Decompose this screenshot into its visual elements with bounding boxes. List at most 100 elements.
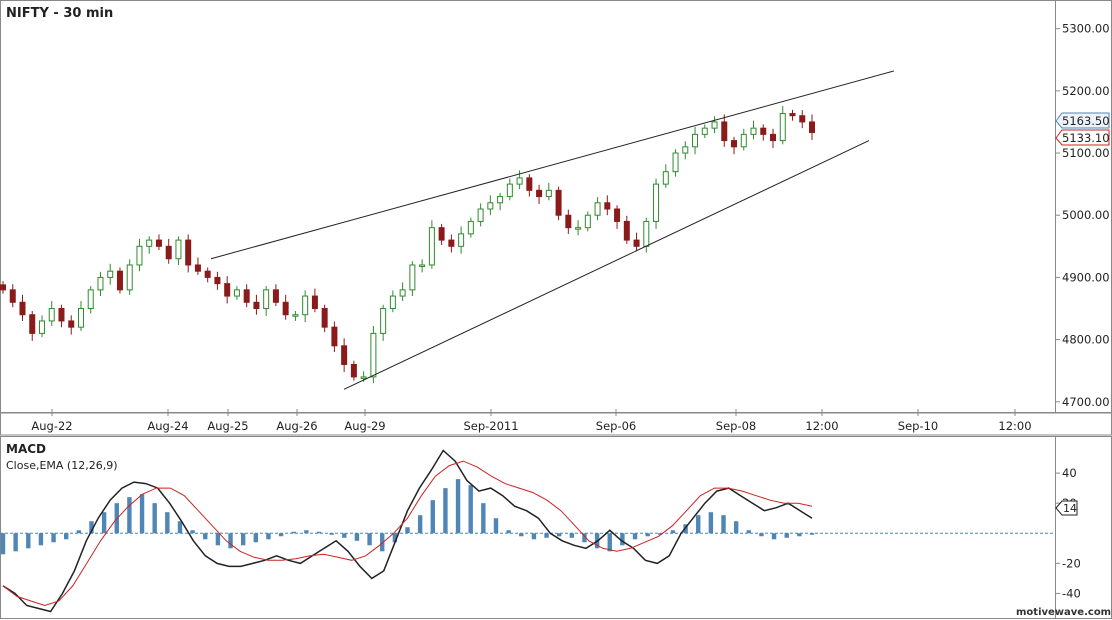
price-candle — [321, 304, 328, 333]
price-y-tick-label: 5200.00 — [1062, 84, 1110, 98]
macd-histogram-bar — [493, 518, 499, 534]
price-y-tick-label: 4700.00 — [1062, 395, 1110, 409]
price-candle — [692, 126, 699, 155]
macd-histogram-bar — [13, 533, 18, 552]
macd-histogram-bar — [101, 512, 107, 534]
macd-histogram-bar — [89, 521, 94, 534]
price-candle — [633, 232, 640, 252]
price-axis-frame — [1055, 0, 1112, 413]
time-x-tick-label: Sep-08 — [716, 419, 756, 433]
price-candles — [0, 106, 815, 384]
macd-plot-frame — [0, 436, 1056, 619]
price-candle — [214, 271, 221, 290]
price-candle — [809, 114, 815, 140]
price-candle — [419, 259, 426, 273]
price-candle — [653, 178, 660, 229]
price-candle — [224, 276, 231, 304]
price-candle — [789, 109, 796, 121]
price-candle — [136, 238, 143, 272]
price-candle — [682, 141, 689, 160]
price-candle — [165, 238, 172, 264]
price-candle — [506, 178, 513, 201]
price-candle — [389, 290, 396, 313]
price-candle — [243, 284, 250, 308]
price-candle — [302, 290, 309, 323]
macd-histogram-bar — [304, 530, 309, 534]
price-candle — [467, 217, 474, 238]
price-candle — [526, 174, 533, 197]
price-candle — [662, 164, 669, 188]
macd-histogram-bar — [759, 533, 764, 537]
price-candle — [477, 203, 484, 227]
price-candle — [0, 281, 6, 294]
macd-subtitle: Close,EMA (12,26,9) — [6, 459, 118, 472]
price-candle — [458, 226, 465, 254]
price-candle — [594, 197, 601, 221]
macd-histogram-bar — [76, 530, 82, 534]
macd-histogram-bar — [203, 533, 208, 540]
macd-histogram-bar — [64, 533, 69, 540]
macd-histogram-bar — [670, 530, 676, 534]
price-candle — [799, 110, 806, 129]
price-candle — [760, 124, 767, 141]
macd-histogram-bar — [316, 531, 322, 534]
macd-histogram-bar — [266, 533, 271, 540]
price-candle — [731, 136, 738, 155]
macd-histogram-bar — [380, 533, 385, 552]
price-candle — [497, 192, 504, 211]
price-candle — [146, 236, 153, 254]
price-candle — [107, 263, 114, 285]
macd-histogram-bar — [797, 533, 802, 537]
macd-histogram-bar — [127, 497, 132, 534]
macd-histogram-bar — [809, 533, 815, 535]
macd-histogram-bar — [405, 527, 410, 534]
price-candle — [721, 114, 728, 147]
price-candle — [292, 310, 299, 321]
upper-trendline — [210, 70, 895, 260]
price-y-tick-label: 5300.00 — [1062, 22, 1110, 36]
price-candle — [77, 301, 84, 331]
macd-y-tick-label: -40 — [1062, 586, 1081, 600]
price-candle — [399, 282, 406, 302]
macd-value-badge: 14 — [1055, 500, 1078, 516]
price-y-axis: 5300.00 5200.00 5100.00 5000.00 4900.00 4800.… — [1055, 22, 1110, 409]
price-candle — [770, 128, 777, 149]
price-chart-title: NIFTY - 30 min — [6, 6, 113, 21]
macd-histogram-bar — [367, 533, 372, 546]
time-x-tick-label: Aug-22 — [31, 419, 72, 433]
macd-histogram-bar — [165, 512, 170, 534]
macd-histogram-bar — [481, 503, 486, 534]
watermark: motivewave.com — [1016, 607, 1111, 618]
price-candle — [29, 310, 36, 341]
price-candle — [623, 215, 630, 244]
price-candle — [575, 220, 582, 236]
macd-histogram-bar — [342, 533, 347, 538]
second-price-label: 5133.10 — [1062, 131, 1110, 145]
macd-histogram-bar — [240, 533, 246, 546]
price-candle — [584, 211, 591, 232]
macd-histogram-bar — [177, 521, 183, 534]
macd-histogram-bar — [392, 533, 398, 543]
macd-histogram-bar — [556, 533, 562, 537]
macd-histogram-bar — [733, 521, 739, 534]
macd-histogram-bar — [443, 488, 448, 534]
time-x-tick-label: Aug-26 — [276, 419, 317, 433]
macd-line — [2, 449, 813, 613]
macd-histogram-bar — [784, 533, 789, 538]
price-candle — [370, 325, 377, 384]
price-candle — [126, 259, 133, 295]
price-candle — [545, 182, 552, 201]
macd-histogram-bar — [430, 500, 435, 534]
macd-value-label: 14 — [1063, 502, 1077, 515]
price-candle — [604, 195, 611, 216]
macd-histogram-bar — [291, 531, 296, 534]
price-candle — [282, 294, 289, 320]
price-candle — [263, 286, 270, 316]
price-candle — [380, 304, 387, 341]
price-candle — [19, 294, 26, 321]
price-candle — [9, 284, 16, 308]
price-candle — [272, 284, 279, 307]
price-y-tick-label: 5000.00 — [1062, 208, 1110, 222]
price-y-tick-label: 4900.00 — [1062, 270, 1110, 284]
macd-histogram-bar — [771, 533, 777, 540]
